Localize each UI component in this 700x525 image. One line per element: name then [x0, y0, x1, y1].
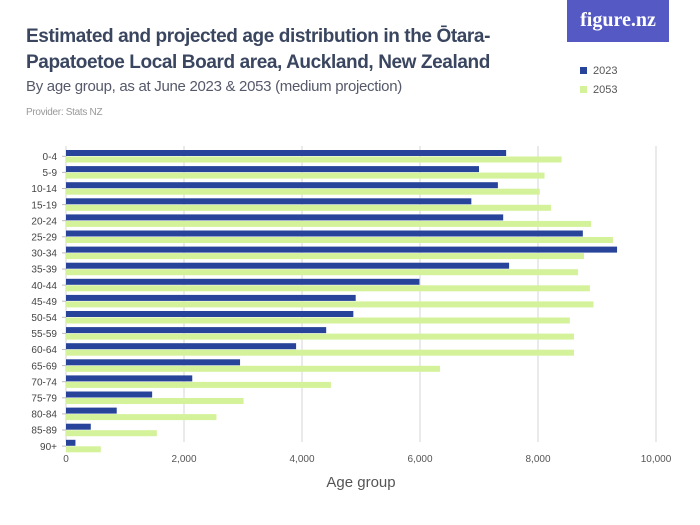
- bar-2053-35-39: [66, 269, 579, 276]
- y-tick-label: 55-59: [31, 329, 57, 340]
- legend-item-2053: 2053: [580, 80, 617, 99]
- y-tick-label: 75-79: [31, 394, 57, 405]
- y-tick-label: 50-54: [31, 313, 57, 324]
- bar-2023-75-79: [66, 391, 153, 398]
- bar-2053-55-59: [66, 333, 574, 340]
- bar-2023-20-24: [66, 214, 504, 221]
- bar-2023-35-39: [66, 262, 510, 269]
- legend-swatch-2023: [580, 67, 587, 74]
- bar-2053-85-89: [66, 430, 157, 437]
- bar-2053-50-54: [66, 317, 570, 324]
- y-tick-label: 0-4: [43, 152, 58, 163]
- legend-item-2023: 2023: [580, 61, 617, 80]
- y-tick-label: 40-44: [31, 281, 57, 292]
- y-tick-label: 15-19: [31, 200, 57, 211]
- bar-2023-70-74: [66, 375, 193, 382]
- bar-2053-45-49: [66, 301, 594, 308]
- x-tick-label: 0: [63, 454, 69, 465]
- bar-2023-40-44: [66, 278, 420, 285]
- y-tick-label: 45-49: [31, 297, 57, 308]
- y-tick-label: 70-74: [31, 377, 57, 388]
- x-tick-label: 6,000: [407, 454, 432, 465]
- bar-2023-0-4: [66, 150, 507, 156]
- x-axis-label: Age group: [326, 474, 396, 491]
- bar-2053-30-34: [66, 253, 585, 260]
- bar-2053-80-84: [66, 414, 217, 421]
- bar-2053-65-69: [66, 365, 441, 372]
- bar-2053-70-74: [66, 381, 331, 388]
- bar-2053-90+: [66, 446, 101, 453]
- legend-label: 2023: [593, 64, 618, 77]
- provider-text: Provider: Stats NZ: [26, 107, 103, 118]
- chart-subtitle: By age group, as at June 2023 & 2053 (me…: [26, 78, 402, 95]
- bar-2053-20-24: [66, 220, 592, 227]
- y-tick-label: 35-39: [31, 265, 57, 276]
- x-tick-label: 10,000: [641, 454, 672, 465]
- bar-2053-75-79: [66, 398, 244, 404]
- legend: 2023 2053: [580, 61, 617, 99]
- bar-2053-25-29: [66, 237, 613, 243]
- bar-2053-60-64: [66, 349, 574, 356]
- bar-2023-30-34: [66, 246, 618, 253]
- bar-2023-50-54: [66, 311, 354, 317]
- bar-2053-10-14: [66, 188, 540, 195]
- bar-2023-80-84: [66, 407, 117, 414]
- bar-2023-60-64: [66, 343, 297, 350]
- y-tick-label: 90+: [40, 442, 57, 453]
- figure-nz-logo[interactable]: figure.nz: [567, 0, 669, 42]
- bar-2023-90+: [66, 439, 76, 446]
- y-tick-label: 25-29: [31, 233, 57, 244]
- bar-2053-15-19: [66, 204, 551, 211]
- x-tick-label: 8,000: [525, 454, 550, 465]
- y-tick-label: 30-34: [31, 249, 57, 260]
- bar-2023-45-49: [66, 294, 356, 301]
- bar-2053-40-44: [66, 285, 590, 292]
- y-tick-label: 10-14: [31, 184, 57, 195]
- bar-2023-10-14: [66, 182, 498, 189]
- chart-title: Estimated and projected age distribution…: [26, 26, 491, 73]
- bar-2023-25-29: [66, 230, 583, 237]
- y-tick-label: 80-84: [31, 410, 57, 421]
- x-tick-label: 2,000: [171, 454, 196, 465]
- bar-2023-5-9: [66, 166, 479, 173]
- bar-2023-15-19: [66, 198, 472, 205]
- bar-2053-5-9: [66, 172, 545, 179]
- y-tick-label: 60-64: [31, 345, 57, 356]
- bar-2023-85-89: [66, 423, 91, 430]
- y-tick-label: 65-69: [31, 361, 57, 372]
- legend-swatch-2053: [580, 86, 587, 93]
- y-tick-label: 5-9: [43, 168, 58, 179]
- y-tick-label: 85-89: [31, 426, 57, 437]
- legend-label: 2053: [593, 83, 618, 96]
- bar-2053-0-4: [66, 156, 562, 163]
- bar-2023-55-59: [66, 327, 327, 334]
- y-tick-label: 20-24: [31, 216, 57, 227]
- x-tick-label: 4,000: [289, 454, 314, 465]
- bar-2023-65-69: [66, 359, 241, 366]
